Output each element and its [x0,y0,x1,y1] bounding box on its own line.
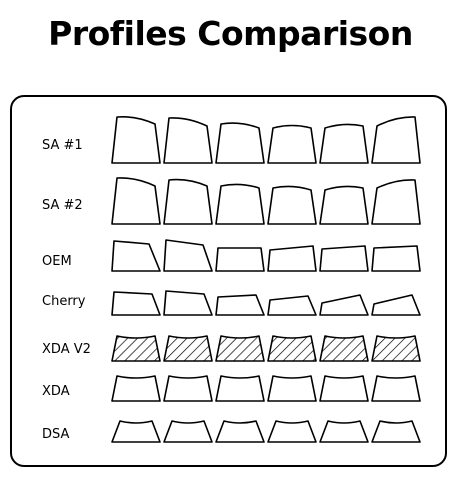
keycap-dsa-3 [215,420,265,443]
keycap-cherry-4 [267,295,317,316]
keycap-xda-6 [371,375,421,402]
keycap-xda-3 [215,375,265,402]
keycap-sa2-3 [215,183,265,225]
keycap-xdav2-3 [215,335,265,362]
keycap-xdav2-2 [163,335,213,362]
keycap-oem-5 [319,245,369,272]
keycap-sa1-6 [371,116,421,164]
keycap-dsa-4 [267,420,317,443]
keycap-dsa-2 [163,420,213,443]
keycap-oem-2 [163,239,213,272]
keycap-xda-2 [163,375,213,402]
keycap-cherry-1 [111,291,161,316]
keycap-dsa-5 [319,420,369,443]
keycap-sa2-2 [163,178,213,225]
row-label-xda: XDA [42,384,70,399]
keycap-cherry-3 [215,294,265,316]
keycap-xdav2-6 [371,335,421,362]
row-label-oem: OEM [42,254,72,269]
keycap-xda-5 [319,375,369,402]
keycap-xdav2-5 [319,335,369,362]
row-label-sa1: SA #1 [42,138,83,153]
keycap-cherry-6 [371,294,421,316]
row-label-dsa: DSA [42,427,70,442]
keycap-sa1-5 [319,123,369,164]
keycap-oem-4 [267,245,317,272]
row-label-sa2: SA #2 [42,198,83,213]
row-label-xdav2: XDA V2 [42,342,91,357]
keycap-xda-1 [111,375,161,402]
keycap-sa2-4 [267,185,317,225]
row-label-cherry: Cherry [42,294,86,309]
keycap-oem-1 [111,240,161,272]
keycap-sa1-4 [267,124,317,164]
keycap-dsa-6 [371,420,421,443]
keycap-xdav2-4 [267,335,317,362]
keycap-sa2-5 [319,185,369,225]
keycap-oem-3 [215,247,265,272]
keycap-sa2-1 [111,177,161,225]
keycap-cherry-5 [319,294,369,316]
keycap-xdav2-1 [111,335,161,362]
page-title: Profiles Comparison [48,14,413,53]
keycap-dsa-1 [111,420,161,443]
keycap-xda-4 [267,375,317,402]
keycap-sa1-3 [215,122,265,164]
keycap-oem-6 [371,245,421,272]
keycap-sa1-1 [111,115,161,164]
keycap-cherry-2 [163,290,213,316]
keycap-sa2-6 [371,179,421,225]
keycap-sa1-2 [163,117,213,164]
comparison-frame [10,95,447,467]
